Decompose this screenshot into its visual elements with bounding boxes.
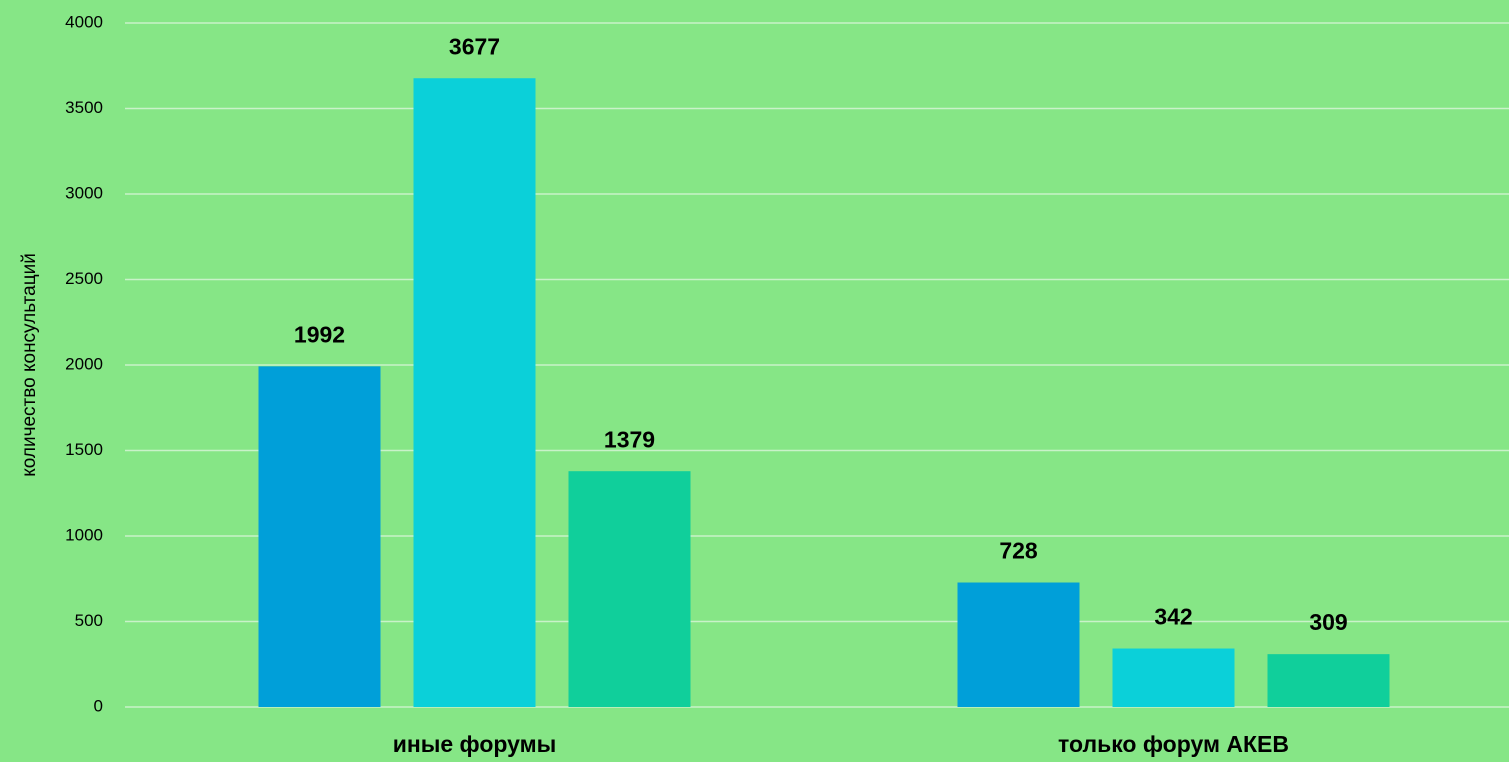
value-label: 309	[1309, 609, 1347, 635]
bar	[413, 78, 536, 707]
value-label: 3677	[449, 33, 500, 59]
bar	[1112, 648, 1235, 707]
bar	[957, 582, 1080, 707]
x-tick-label: только форум АКЕВ	[1058, 731, 1289, 757]
bar	[568, 471, 691, 707]
y-tick-label: 2500	[65, 269, 103, 288]
value-label: 1992	[294, 321, 345, 347]
value-label: 1379	[604, 426, 655, 452]
x-tick-label: иные форумы	[393, 731, 557, 757]
y-tick-label: 3000	[65, 183, 103, 202]
y-axis-label: количество консультаций	[19, 253, 40, 477]
y-tick-label: 3500	[65, 98, 103, 117]
y-tick-label: 4000	[65, 12, 103, 31]
bar	[1267, 654, 1390, 707]
bar	[258, 366, 381, 707]
value-label: 342	[1154, 604, 1192, 630]
y-tick-label: 2000	[65, 354, 103, 373]
y-tick-label: 500	[75, 611, 103, 630]
y-tick-label: 1000	[65, 525, 103, 544]
y-tick-label: 1500	[65, 440, 103, 459]
y-tick-label: 0	[94, 696, 103, 715]
value-label: 728	[999, 538, 1038, 564]
